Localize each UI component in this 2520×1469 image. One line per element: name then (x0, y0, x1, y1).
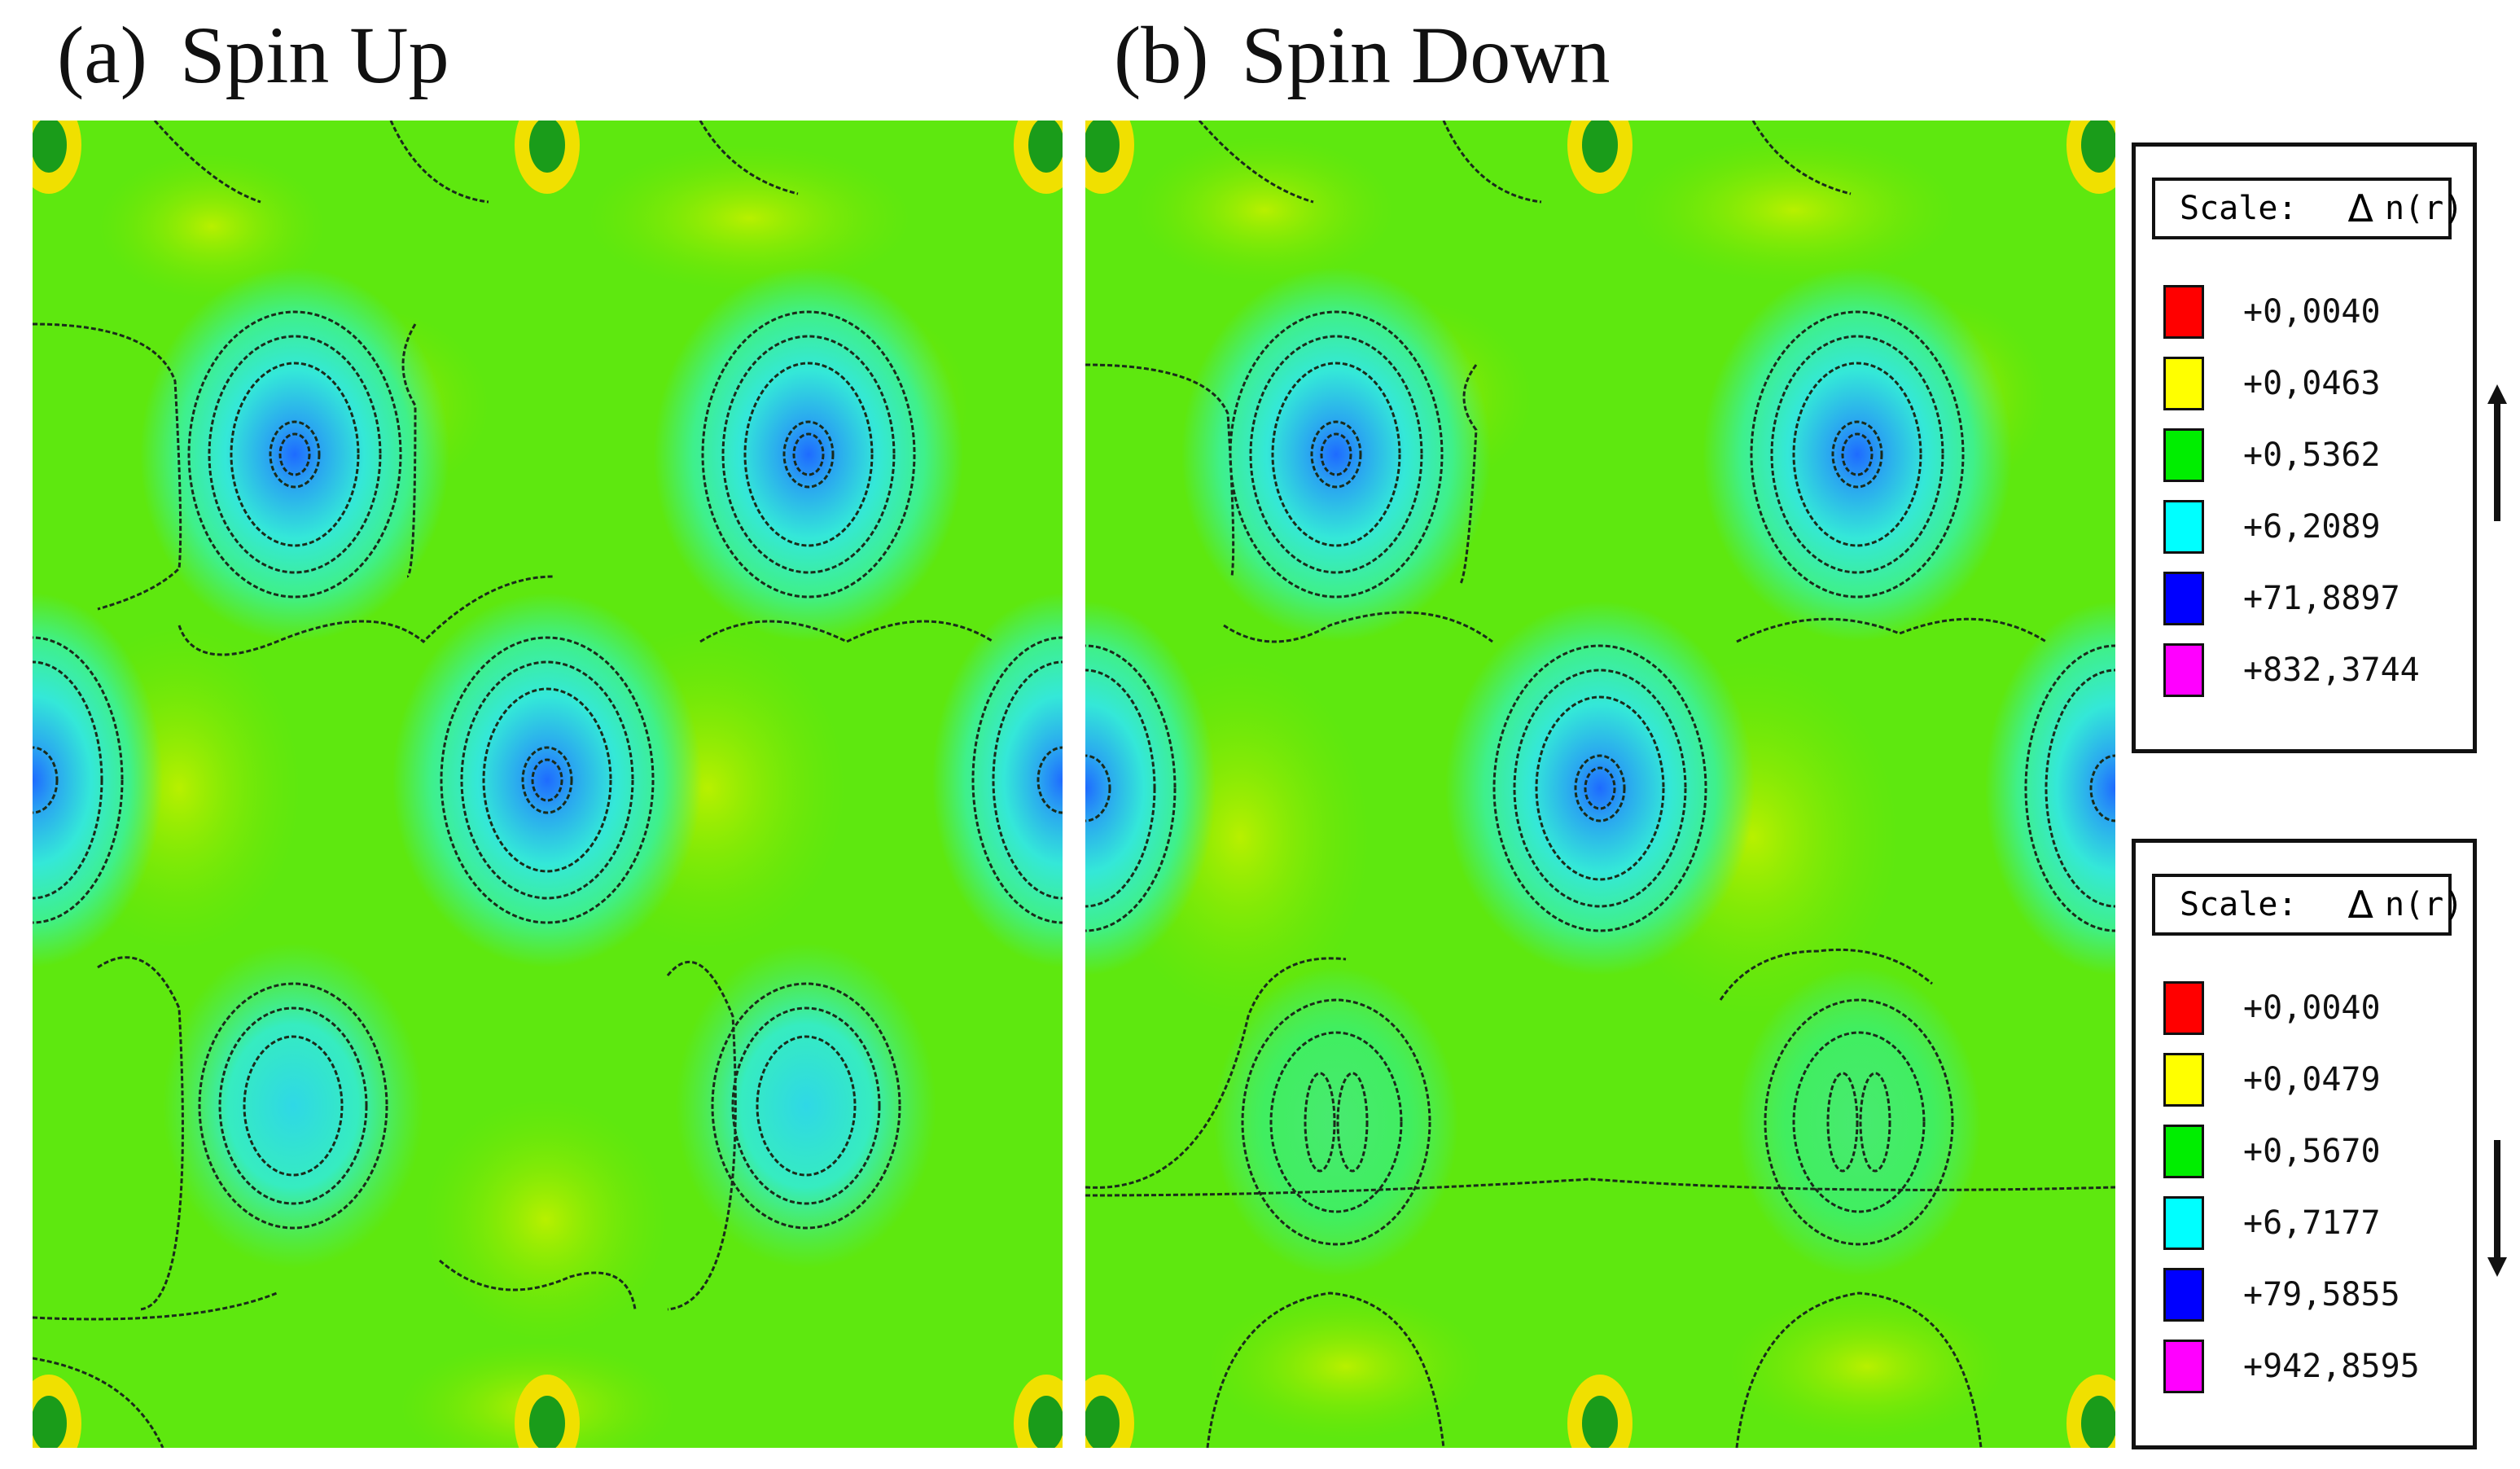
scale-label: Scale: (2180, 190, 2298, 227)
corner-features-b (1085, 121, 2115, 1448)
legend-value: +942,8595 (2243, 1348, 2420, 1385)
legend-value: +0,0040 (2243, 293, 2381, 331)
legend-value: +0,5362 (2243, 436, 2381, 474)
legend-value: +79,5855 (2243, 1276, 2400, 1313)
legend-swatch (2163, 1196, 2204, 1250)
legend-swatch (2163, 500, 2204, 554)
atom-sites-b (1085, 267, 2115, 1277)
spin-down-density-plot (1085, 121, 2115, 1448)
legend-swatch (2163, 1340, 2204, 1393)
legend-swatch (2163, 1268, 2204, 1322)
legend-value: +6,7177 (2243, 1204, 2381, 1242)
contour-lines (33, 121, 1063, 1448)
legend-swatch (2163, 1125, 2204, 1178)
panel-a-tag: (a) (57, 10, 147, 100)
panel-a-title: (a) Spin Up (57, 8, 449, 102)
contour-lines-b (1085, 121, 2115, 1448)
legend-item: +0,0040 (2163, 980, 2381, 1037)
scale-label: Scale: (2180, 886, 2298, 923)
legend-swatch (2163, 643, 2204, 697)
quantity-label: n(r) (2384, 190, 2464, 227)
spin-down-legend: Scale: Δ n(r) +0,0040 +0,0479 +0,5670 +6… (2132, 839, 2477, 1449)
arrow-down-icon (2487, 1140, 2507, 1277)
legend-item: +832,3744 (2163, 642, 2420, 699)
legend-item: +0,0040 (2163, 283, 2381, 340)
spin-up-contour-svg (33, 121, 1063, 1448)
corner-features (33, 121, 1063, 1448)
delta-symbol: Δ (2347, 186, 2373, 230)
legend-item: +6,7177 (2163, 1195, 2381, 1252)
legend-item: +0,5362 (2163, 427, 2381, 484)
legend-value: +0,0040 (2243, 989, 2381, 1027)
atom-sites (33, 267, 1063, 1269)
panel-a-label: Spin Up (180, 10, 449, 100)
quantity-label: n(r) (2384, 886, 2464, 923)
legend-item: +0,5670 (2163, 1123, 2381, 1180)
legend-item: +71,8897 (2163, 570, 2400, 627)
panel-b-label: Spin Down (1241, 10, 1611, 100)
legend-item: +6,2089 (2163, 498, 2381, 555)
legend-value: +6,2089 (2243, 508, 2381, 546)
legend-swatch (2163, 357, 2204, 410)
spin-down-legend-header: Scale: Δ n(r) (2152, 874, 2463, 936)
legend-value: +0,5670 (2243, 1133, 2381, 1170)
spin-up-legend-header: Scale: Δ n(r) (2152, 178, 2463, 239)
legend-item: +0,0463 (2163, 355, 2381, 412)
legend-swatch (2163, 428, 2204, 482)
arrow-up-icon (2487, 384, 2507, 521)
spin-up-density-plot (33, 121, 1063, 1448)
spin-up-legend: Scale: Δ n(r) +0,0040 +0,0463 +0,5362 +6… (2132, 143, 2477, 753)
legend-item: +0,0479 (2163, 1051, 2381, 1108)
delta-symbol: Δ (2347, 883, 2373, 927)
legend-swatch (2163, 285, 2204, 339)
legend-swatch (2163, 572, 2204, 625)
legend-swatch (2163, 981, 2204, 1035)
spin-down-contour-svg (1085, 121, 2115, 1448)
legend-value: +0,0479 (2243, 1061, 2381, 1098)
legend-value: +71,8897 (2243, 580, 2400, 617)
panel-b-tag: (b) (1114, 10, 1209, 100)
legend-item: +79,5855 (2163, 1266, 2400, 1323)
legend-value: +832,3744 (2243, 651, 2420, 689)
legend-item: +942,8595 (2163, 1338, 2420, 1395)
legend-swatch (2163, 1053, 2204, 1107)
panel-b-title: (b) Spin Down (1114, 8, 1610, 102)
legend-value: +0,0463 (2243, 365, 2381, 402)
